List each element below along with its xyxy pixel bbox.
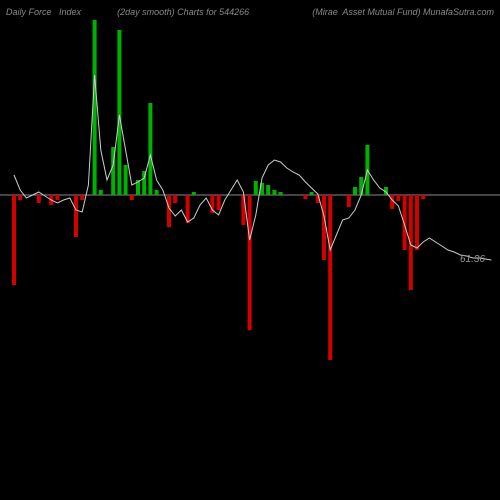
title-right: (Mirae Asset Mutual Fund) MunafaSutra.co… [312, 7, 494, 17]
chart-area: 61.36 [0, 20, 500, 490]
force-index-chart [0, 20, 500, 490]
chart-header: Daily Force Index (2day smooth) Charts f… [0, 4, 500, 20]
title-left: Daily Force Index [6, 7, 81, 17]
title-mid: (2day smooth) Charts for 544266 [117, 7, 249, 17]
price-label: 61.36 [460, 254, 485, 265]
